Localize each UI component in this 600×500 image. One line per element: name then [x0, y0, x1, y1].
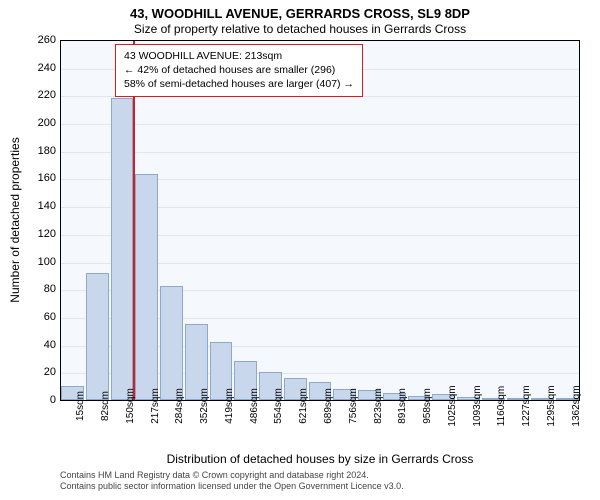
x-tick-label: 1295sqm [546, 385, 557, 426]
annotation-line: ← 42% of detached houses are smaller (29… [124, 63, 354, 77]
y-tick-label: 220 [0, 89, 56, 101]
y-tick-label: 100 [0, 256, 56, 268]
x-tick-label: 15sqm [75, 391, 86, 421]
y-tick-label: 200 [0, 117, 56, 129]
histogram-bar [135, 174, 158, 400]
x-tick-label: 419sqm [224, 388, 235, 424]
y-axis-line [60, 40, 61, 400]
y-tick-label: 0 [0, 394, 56, 406]
x-tick-label: 689sqm [323, 388, 334, 424]
x-tick-label: 1160sqm [496, 386, 507, 426]
x-tick-label: 756sqm [348, 388, 359, 424]
y-tick-label: 240 [0, 62, 56, 74]
x-tick-label: 823sqm [373, 388, 384, 424]
x-tick-label: 621sqm [298, 388, 309, 424]
histogram-bar [111, 98, 134, 400]
y-tick-label: 180 [0, 145, 56, 157]
y-axis-label: Number of detached properties [8, 137, 22, 302]
x-tick-label: 284sqm [174, 388, 185, 424]
x-tick-label: 554sqm [273, 388, 284, 424]
footer-line-2: Contains public sector information licen… [60, 481, 580, 492]
x-axis-label: Distribution of detached houses by size … [60, 452, 580, 466]
annotation-box: 43 WOODHILL AVENUE: 213sqm← 42% of detac… [115, 44, 363, 97]
annotation-line: 43 WOODHILL AVENUE: 213sqm [124, 49, 354, 63]
histogram-bar [86, 273, 109, 400]
x-tick-label: 150sqm [125, 388, 136, 424]
annotation-line: 58% of semi-detached houses are larger (… [124, 77, 354, 91]
x-tick-label: 82sqm [100, 391, 111, 421]
x-tick-label: 891sqm [397, 388, 408, 424]
y-tick-label: 160 [0, 172, 56, 184]
histogram-bar [160, 286, 183, 400]
x-tick-label: 1025sqm [447, 385, 458, 426]
gridline [60, 124, 579, 125]
y-tick-label: 120 [0, 228, 56, 240]
y-tick-label: 260 [0, 34, 56, 46]
chart-title: 43, WOODHILL AVENUE, GERRARDS CROSS, SL9… [0, 6, 600, 21]
y-tick-label: 20 [0, 366, 56, 378]
attribution-footer: Contains HM Land Registry data © Crown c… [60, 470, 580, 493]
y-tick-label: 80 [0, 283, 56, 295]
x-tick-label: 1227sqm [521, 385, 532, 426]
gridline [60, 96, 579, 97]
x-tick-label: 1362sqm [571, 385, 582, 426]
y-tick-label: 140 [0, 200, 56, 212]
x-tick-label: 1093sqm [472, 385, 483, 426]
x-tick-label: 217sqm [150, 388, 161, 424]
x-tick-label: 958sqm [422, 388, 433, 424]
x-tick-label: 352sqm [199, 388, 210, 424]
y-tick-label: 40 [0, 339, 56, 351]
y-tick-label: 60 [0, 311, 56, 323]
footer-line-1: Contains HM Land Registry data © Crown c… [60, 470, 580, 481]
gridline [60, 152, 579, 153]
chart-subtitle: Size of property relative to detached ho… [0, 22, 600, 36]
x-tick-label: 486sqm [249, 388, 260, 424]
